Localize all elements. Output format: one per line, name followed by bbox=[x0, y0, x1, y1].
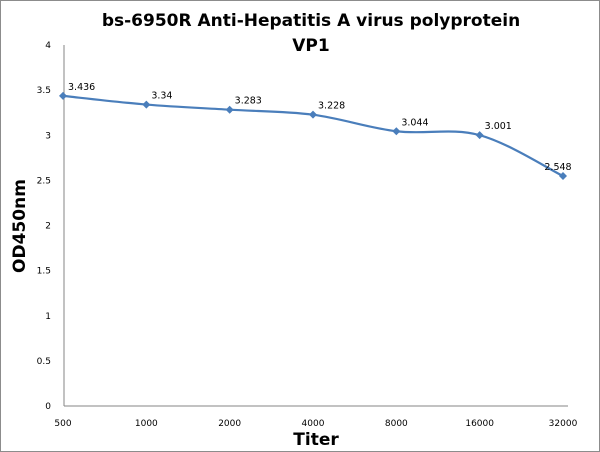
y-tick-label: 0.5 bbox=[37, 357, 51, 367]
chart-title-line-2: VP1 bbox=[292, 36, 330, 56]
series-line bbox=[62, 94, 564, 178]
x-axis-title: Titer bbox=[293, 430, 339, 450]
x-tick-label: 32000 bbox=[549, 419, 578, 429]
y-tick-label: 4 bbox=[45, 41, 51, 51]
data-point-marker bbox=[225, 105, 234, 114]
data-point-marker bbox=[475, 131, 484, 140]
chart-title-line-1: bs-6950R Anti-Hepatitis A virus polyprot… bbox=[101, 11, 521, 31]
x-tick-label: 2000 bbox=[218, 419, 241, 429]
data-point-marker bbox=[392, 127, 401, 136]
y-tick-label: 3.5 bbox=[37, 86, 51, 96]
data-point-marker bbox=[559, 172, 567, 181]
chart-title: bs-6950R Anti-Hepatitis A virus polyprot… bbox=[61, 9, 561, 59]
data-label: 3.436 bbox=[68, 82, 95, 93]
x-tick-label: 500 bbox=[54, 419, 71, 429]
data-label: 3.001 bbox=[485, 121, 512, 132]
data-label: 3.34 bbox=[151, 91, 172, 102]
data-label: 3.283 bbox=[235, 96, 262, 107]
data-point-marker bbox=[59, 91, 67, 100]
data-point-marker bbox=[142, 100, 151, 109]
y-axis-title: OD450nm bbox=[10, 179, 30, 273]
data-label: 2.548 bbox=[544, 162, 571, 173]
y-tick-label: 3 bbox=[45, 131, 51, 141]
y-tick-label: 2 bbox=[45, 222, 51, 232]
data-point-marker bbox=[309, 110, 317, 119]
y-tick-label: 1 bbox=[45, 312, 51, 322]
x-tick-label: 4000 bbox=[302, 419, 325, 429]
data-label: 3.228 bbox=[318, 101, 345, 112]
y-tick-label: 1.5 bbox=[37, 267, 51, 277]
x-tick-label: 8000 bbox=[385, 419, 408, 429]
y-tick-label: 2.5 bbox=[37, 176, 51, 186]
y-tick-label: 0 bbox=[45, 402, 51, 412]
data-label: 3.044 bbox=[401, 117, 428, 128]
x-tick-label: 16000 bbox=[465, 419, 494, 429]
x-tick-label: 1000 bbox=[135, 419, 158, 429]
